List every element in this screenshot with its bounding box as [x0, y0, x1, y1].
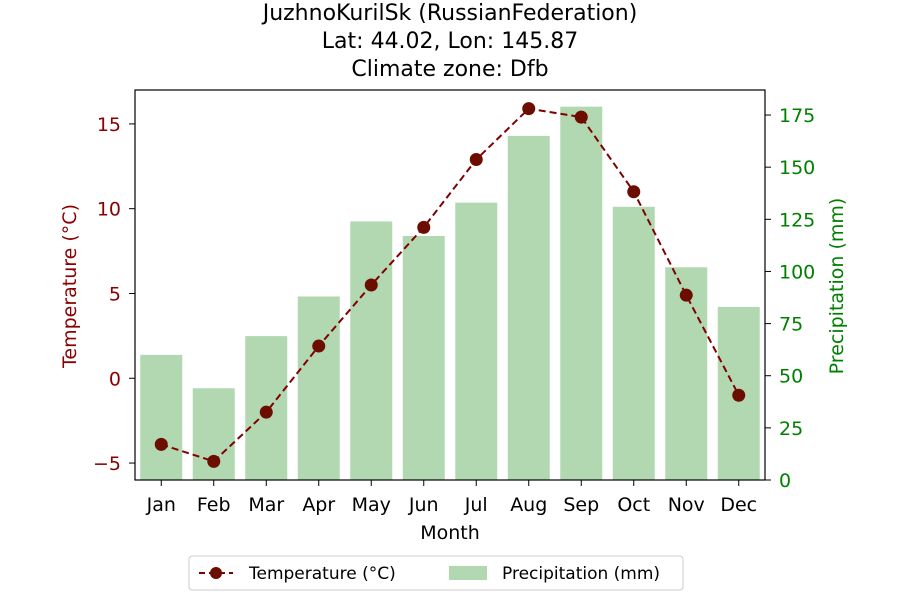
temperature-point-apr	[312, 339, 326, 353]
title-line-1: JuzhnoKurilSk (RussianFederation)	[262, 1, 638, 26]
legend-precipitation-swatch	[449, 566, 487, 580]
plot-frame	[134, 89, 766, 481]
y-axis-left-label: Temperature (°C)	[59, 204, 81, 369]
temperature-point-feb	[207, 454, 221, 468]
precipitation-bar-aug	[507, 135, 550, 480]
temperature-point-sep	[574, 110, 588, 124]
x-tick-label-feb: Feb	[197, 494, 231, 516]
y-right-tick-label: 50	[779, 366, 803, 388]
legend-temperature-marker	[210, 567, 222, 579]
temperature-point-aug	[522, 102, 536, 116]
x-tick-label-jun: Jun	[408, 494, 439, 516]
y-left-tick-label: −5	[93, 453, 121, 475]
y-left-tick-label: 15	[97, 114, 121, 136]
y-axis-right-label: Precipitation (mm)	[826, 198, 848, 375]
x-tick-label-jan: Jan	[146, 494, 176, 516]
x-tick-label-nov: Nov	[668, 494, 705, 516]
precipitation-bar-apr	[297, 296, 340, 480]
y-right-tick-label: 150	[779, 157, 815, 179]
precipitation-bar-sep	[560, 106, 603, 480]
legend-precipitation-label: Precipitation (mm)	[502, 564, 660, 584]
x-axis: Jan Feb Mar Apr May Jun Jul Aug Sep Oct Nov Dec	[146, 480, 757, 516]
x-tick-label-mar: Mar	[248, 494, 284, 516]
x-tick-label-jul: Jul	[464, 494, 488, 516]
y-right-tick-label: 175	[779, 105, 815, 127]
legend-temperature-label: Temperature (°C)	[248, 564, 396, 584]
temperature-point-jan	[154, 437, 168, 451]
precipitation-bar-may	[350, 221, 393, 480]
temperature-point-jun	[417, 220, 431, 234]
precipitation-bars	[140, 106, 760, 481]
y-right-tick-label: 0	[779, 470, 791, 492]
temperature-point-nov	[679, 288, 693, 302]
y-left-tick-label: 10	[97, 199, 121, 221]
temperature-point-jul	[469, 153, 483, 167]
y-left-tick-label: 5	[109, 283, 121, 305]
temperature-line-group	[154, 102, 746, 468]
x-tick-label-dec: Dec	[720, 494, 757, 516]
x-tick-label-oct: Oct	[617, 494, 650, 516]
y-axis-right: 0 25 50 75 100 125 150 175	[765, 105, 815, 492]
temperature-point-oct	[627, 185, 641, 199]
y-right-tick-label: 75	[779, 314, 803, 336]
y-right-tick-label: 100	[779, 261, 815, 283]
x-tick-label-apr: Apr	[302, 494, 335, 516]
y-right-tick-label: 125	[779, 209, 815, 231]
title-line-2: Lat: 44.02, Lon: 145.87	[321, 29, 579, 54]
y-right-tick-label: 25	[779, 418, 803, 440]
title-line-3: Climate zone: Dfb	[351, 57, 549, 82]
precipitation-bar-nov	[665, 267, 708, 480]
precipitation-bar-jan	[140, 354, 183, 480]
temperature-point-may	[364, 278, 378, 292]
x-axis-label: Month	[420, 522, 480, 544]
temperature-line	[160, 107, 740, 463]
legend-box	[188, 555, 684, 591]
temperature-point-dec	[732, 388, 746, 402]
y-axis-left: −5 0 5 10 15	[93, 114, 135, 475]
precipitation-bar-oct	[612, 206, 655, 480]
x-tick-label-sep: Sep	[563, 494, 599, 516]
legend: Temperature (°C) Precipitation (mm)	[188, 555, 684, 591]
y-left-tick-label: 0	[109, 368, 121, 390]
x-tick-label-may: May	[352, 494, 391, 516]
chart-title: JuzhnoKurilSk (RussianFederation) Lat: 4…	[0, 0, 900, 84]
x-tick-label-aug: Aug	[510, 494, 547, 516]
temperature-point-mar	[259, 405, 273, 419]
precipitation-bar-jul	[455, 202, 498, 481]
precipitation-bar-jun	[402, 235, 445, 480]
